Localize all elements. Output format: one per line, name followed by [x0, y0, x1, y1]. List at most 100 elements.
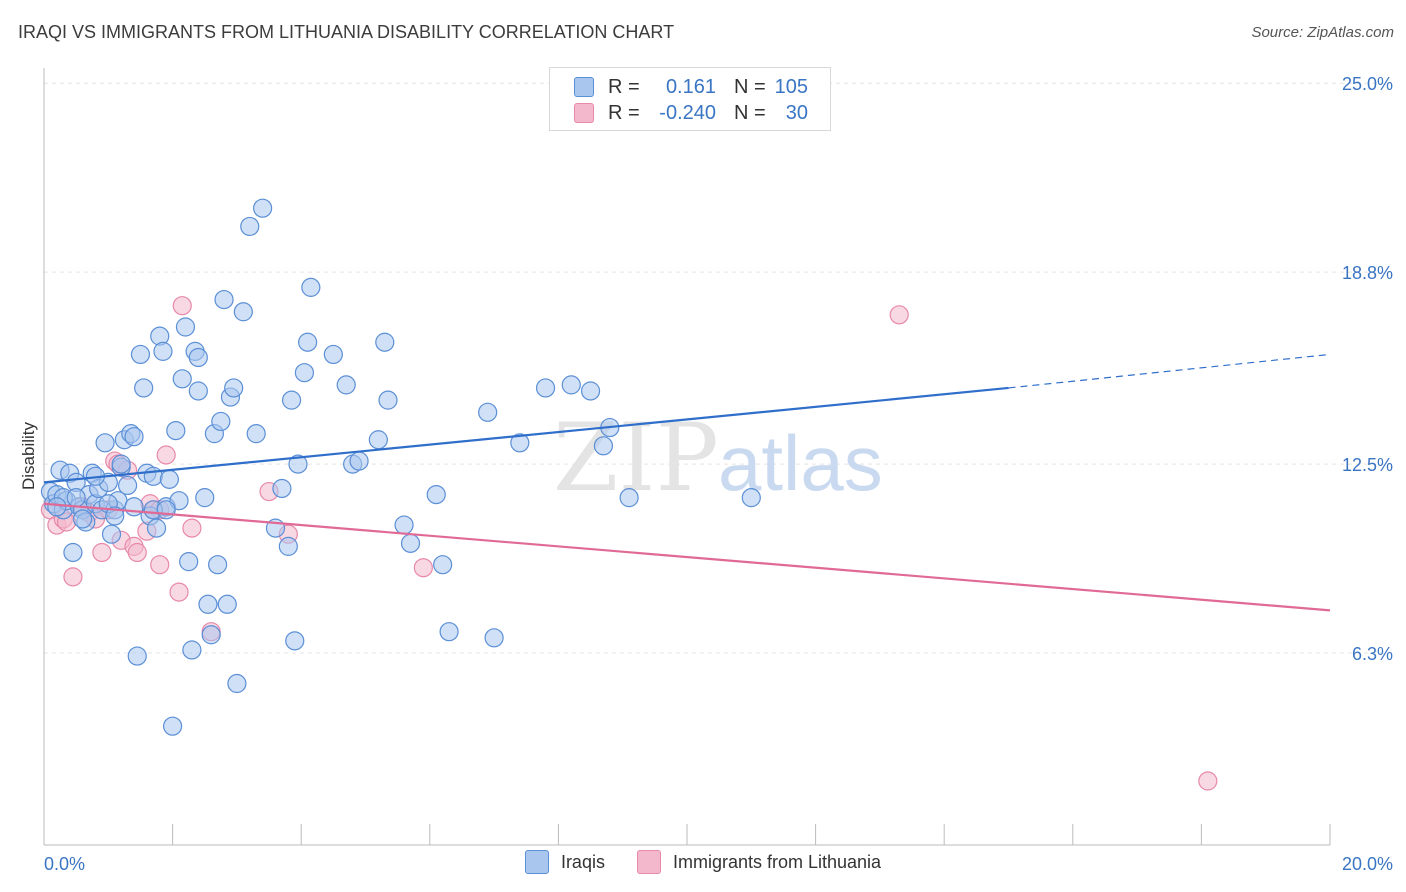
iraqis-point — [188, 347, 208, 368]
legend-n-label: N = — [734, 101, 766, 124]
legend-row-lithuania: R = -0.240 N = 30 — [574, 101, 808, 125]
legend-r-label: R = — [608, 75, 640, 98]
iraqis-point — [124, 427, 144, 447]
iraqis-point — [72, 509, 93, 529]
legend-r-value: -0.240 — [659, 101, 716, 124]
iraqis-point — [281, 390, 302, 410]
iraqis-point — [227, 673, 247, 694]
iraqis-point — [285, 631, 305, 651]
x-tick-label: 0.0% — [44, 854, 85, 874]
chart-title: IRAQI VS IMMIGRANTS FROM LITHUANIA DISAB… — [18, 22, 675, 42]
iraqis-point — [198, 594, 218, 614]
lithuania-trend-line — [43, 502, 1331, 612]
legend-swatch-iraqis — [574, 77, 594, 97]
iraqis-point — [535, 378, 556, 398]
legend-n-value: 30 — [785, 101, 808, 124]
y-tick-label: 25.0% — [1342, 74, 1393, 94]
iraqis-point — [182, 640, 202, 660]
iraqis-point — [301, 277, 321, 297]
iraqis-point — [214, 289, 234, 310]
iraqis-point — [349, 451, 369, 471]
iraqis-point — [400, 533, 421, 553]
iraqis-point — [439, 622, 459, 642]
iraqis-point — [294, 363, 315, 383]
iraqis-trend-extension — [1008, 353, 1331, 389]
iraqis-point — [510, 433, 530, 453]
legend-item-iraqis: Iraqis — [524, 850, 605, 874]
iraqis-point — [188, 381, 208, 401]
iraqis-point — [478, 402, 498, 422]
legend-n-label: N = — [734, 75, 766, 98]
lithuania-point — [413, 558, 433, 578]
iraqis-point — [378, 390, 398, 410]
iraqis-point — [433, 555, 453, 575]
iraqis-point — [224, 378, 244, 398]
legend-n-value: 105 — [774, 75, 808, 98]
iraqis-point — [146, 518, 167, 538]
iraqis-point — [127, 646, 147, 666]
iraqis-point — [298, 332, 318, 352]
y-tick-label: 12.5% — [1342, 455, 1393, 475]
iraqis-point — [47, 497, 67, 517]
x-tick-label: 20.0% — [1342, 854, 1393, 874]
iraqis-point — [561, 375, 581, 395]
iraqis-trend-line — [43, 386, 1009, 484]
legend-r-value: 0.161 — [665, 75, 716, 98]
series-legend: Iraqis Immigrants from Lithuania — [0, 850, 1406, 874]
iraqis-point — [124, 497, 144, 517]
gridlines — [44, 82, 1395, 654]
y-tick-label: 6.3% — [1352, 644, 1393, 664]
lithuania-point — [127, 542, 147, 563]
legend-item-lithuania: Immigrants from Lithuania — [636, 850, 882, 874]
y-axis-label: Disability — [19, 421, 38, 490]
legend-label-iraqis: Iraqis — [560, 851, 605, 872]
lithuania-point — [169, 582, 189, 602]
iraqis-point — [580, 381, 601, 401]
iraqis-point — [63, 542, 83, 563]
lithuania-point — [156, 445, 176, 465]
iraqis-point — [240, 216, 260, 237]
iraqis-point — [134, 378, 154, 398]
lithuania-point — [63, 567, 83, 587]
iraqis-point — [211, 411, 231, 432]
lithuania-point — [92, 542, 112, 563]
legend-label-lithuania: Immigrants from Lithuania — [672, 851, 882, 872]
series-iraqis-points — [40, 198, 761, 736]
iraqis-point — [288, 454, 308, 474]
iraqis-point — [166, 421, 186, 441]
iraqis-point — [163, 716, 183, 736]
lithuania-point — [889, 305, 909, 325]
legend-swatch-lithuania — [574, 103, 594, 123]
lithuania-point — [172, 296, 192, 316]
iraqis-point — [66, 488, 86, 508]
iraqis-point — [153, 341, 173, 361]
lithuania-point — [1198, 771, 1218, 791]
axes — [43, 68, 1331, 846]
iraqis-point — [117, 475, 138, 496]
iraqis-point — [484, 628, 504, 648]
iraqis-point — [593, 436, 614, 456]
legend-r-label: R = — [608, 101, 640, 124]
iraqis-point — [217, 594, 237, 614]
series-lithuania-points — [40, 296, 1218, 791]
legend-swatch-iraqis — [524, 850, 549, 874]
iraqis-point — [201, 625, 221, 645]
iraqis-point — [195, 488, 215, 508]
iraqis-point — [278, 536, 298, 556]
iraqis-point — [156, 500, 176, 520]
iraqis-point — [394, 515, 414, 535]
lithuania-point — [182, 518, 202, 538]
iraqis-point — [246, 424, 266, 444]
iraqis-point — [101, 524, 122, 544]
iraqis-point — [253, 198, 273, 218]
trend-lines — [43, 353, 1331, 612]
iraqis-point — [375, 332, 395, 352]
iraqis-point — [368, 430, 388, 450]
lithuania-point — [150, 555, 170, 575]
iraqis-point — [111, 454, 131, 474]
iraqis-point — [336, 375, 356, 395]
iraqis-point — [179, 552, 199, 572]
iraqis-point — [272, 478, 292, 499]
iraqis-point — [233, 302, 253, 322]
